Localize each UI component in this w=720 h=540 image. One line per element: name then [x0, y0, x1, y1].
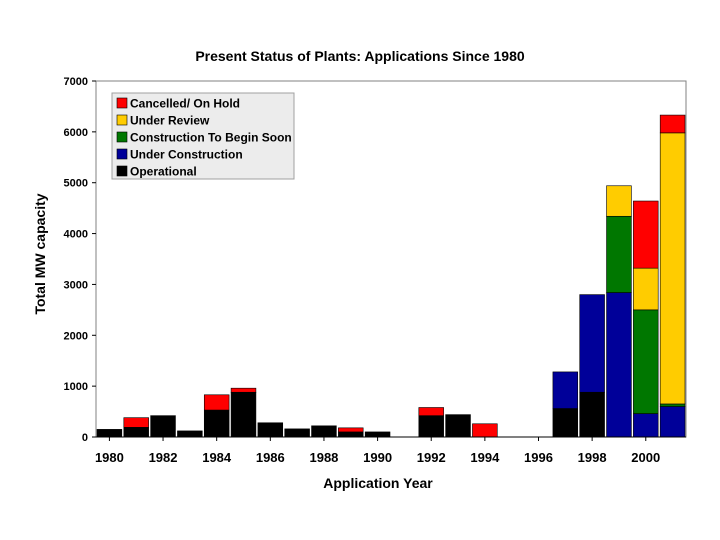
bar-segment-1993-operational — [445, 414, 471, 438]
bar-segment-2000-under-review — [633, 267, 659, 311]
x-tick-label: 1984 — [202, 450, 232, 465]
bar-segment-2000-under-construction — [633, 413, 659, 438]
y-tick-label: 2000 — [64, 330, 88, 342]
chart-title: Present Status of Plants: Applications S… — [195, 48, 525, 64]
x-tick-label: 1990 — [363, 450, 392, 465]
bar-segment-1990-operational — [364, 431, 391, 438]
bar-segment-1997-operational — [552, 408, 579, 438]
legend-label: Cancelled/ On Hold — [130, 97, 240, 111]
bar-segment-1986-operational — [257, 422, 284, 438]
bar-segment-1989-operational — [338, 431, 364, 438]
bar-segment-1998-under-construction — [579, 294, 605, 393]
legend-swatch — [116, 97, 128, 109]
y-tick-label: 7000 — [64, 76, 88, 88]
y-tick-label: 1000 — [64, 381, 88, 393]
x-tick-label: 1988 — [309, 450, 338, 465]
bar-segment-1987-operational — [284, 428, 310, 438]
bar-segment-1981-cancelled-on-hold — [123, 417, 149, 428]
bars — [96, 114, 686, 438]
y-axis-ticks: 0 1000 2000 3000 4000 5000 6000 7000 — [64, 76, 96, 444]
legend-swatch — [116, 165, 128, 177]
bar-segment-1983-operational — [177, 430, 203, 438]
y-tick-label: 3000 — [64, 279, 88, 291]
x-axis-label: Application Year — [323, 475, 433, 491]
x-tick-label: 1986 — [256, 450, 285, 465]
bar-segment-1999-under-review — [606, 185, 632, 217]
x-tick-label: 1992 — [417, 450, 446, 465]
bar-segment-1985-cancelled-on-hold — [230, 387, 257, 393]
bar-segment-1981-operational — [123, 427, 149, 438]
y-tick-label: 5000 — [64, 178, 88, 190]
y-tick-label: 0 — [82, 432, 88, 444]
bar-segment-2001-under-review — [659, 132, 686, 405]
y-tick-label: 4000 — [64, 229, 88, 241]
x-axis-ticks: 1980 1982 1984 1986 1988 1990 1992 1994 1996 1998… — [95, 437, 660, 465]
x-tick-label: 1996 — [524, 450, 553, 465]
x-tick-label: 1998 — [578, 450, 607, 465]
legend-label: Under Construction — [130, 148, 243, 162]
bar-segment-1989-cancelled-on-hold — [338, 427, 364, 433]
bar-segment-2001-under-construction — [659, 406, 686, 438]
legend-label: Construction To Begin Soon — [130, 131, 292, 145]
bar-segment-1985-operational — [230, 391, 257, 438]
bar-segment-1997-under-construction — [552, 371, 579, 409]
legend-label: Under Review — [130, 114, 210, 128]
bar-segment-1998-operational — [579, 391, 605, 438]
bar-segment-2001-construction-to-begin-soon — [659, 403, 686, 407]
legend: Cancelled/ On Hold Under Review Constructi… — [111, 92, 295, 180]
bar-segment-1984-operational — [203, 409, 230, 438]
bar-segment-1980-operational — [96, 429, 123, 438]
legend-box — [111, 92, 295, 180]
bar-segment-1994-cancelled-on-hold — [472, 423, 498, 438]
bar-segment-2001-cancelled-on-hold — [659, 114, 686, 134]
bar-segment-2000-construction-to-begin-soon — [633, 309, 659, 414]
legend-swatch — [116, 148, 128, 160]
bar-segment-1999-construction-to-begin-soon — [606, 215, 632, 293]
legend-swatch — [116, 114, 128, 126]
bar-segment-1992-operational — [418, 415, 444, 438]
x-tick-label: 2000 — [631, 450, 660, 465]
x-tick-label: 1994 — [470, 450, 500, 465]
bar-segment-1984-cancelled-on-hold — [203, 394, 230, 411]
bar-segment-1988-operational — [311, 425, 337, 438]
bar-segment-2000-cancelled-on-hold — [633, 200, 659, 269]
bar-segment-1999-under-construction — [606, 292, 632, 438]
bar-segment-1982-operational — [150, 415, 176, 438]
x-tick-label: 1980 — [95, 450, 124, 465]
y-axis-label: Total MW capacity — [32, 193, 48, 314]
legend-swatch — [116, 131, 128, 143]
bar-segment-1992-cancelled-on-hold — [418, 407, 444, 416]
x-tick-label: 1982 — [149, 450, 178, 465]
y-tick-label: 6000 — [64, 127, 88, 139]
legend-label: Operational — [130, 165, 197, 179]
